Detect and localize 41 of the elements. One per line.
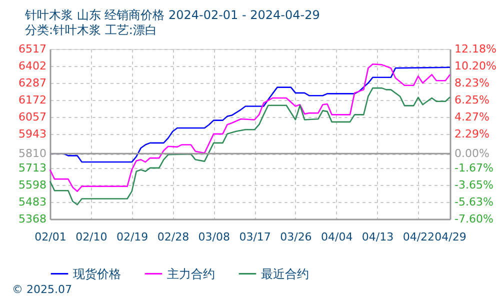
y-tick-label: 6287 <box>18 76 46 90</box>
line-series <box>49 63 451 192</box>
text: © 2025.07 <box>12 283 72 296</box>
y2-tick-label: -5.63% <box>454 196 494 209</box>
y2-tick-label: 0.00% <box>454 147 490 160</box>
legend-label: 最近合约 <box>261 266 309 281</box>
chart-subtitle: 分类:针叶木浆 工艺:漂白 <box>25 23 157 37</box>
x-tick-label: 04/22 <box>402 230 435 244</box>
y2-tick-label: -1.67% <box>454 162 494 175</box>
chart-title: 针叶木浆 山东 经销商价格 2024-02-01 - 2024-04-29 <box>24 8 320 22</box>
y-tick-label: 6517 <box>18 42 46 56</box>
x-tick-label: 03/17 <box>239 230 271 244</box>
x-tick-label: 02/28 <box>157 230 190 244</box>
y2-tick-label: 10.20% <box>454 60 496 73</box>
y-tick-label: 6057 <box>18 110 46 124</box>
x-tick-label: 02/10 <box>76 230 108 244</box>
y-tick-label: 6402 <box>18 60 46 73</box>
y-tick-label: 5810 <box>18 147 46 160</box>
x-tick-label: 03/26 <box>280 230 312 244</box>
y2-tick-label: 12.18% <box>454 42 496 56</box>
x-tick-label: 02/19 <box>116 230 148 244</box>
y2-tick-label: 6.25% <box>454 93 490 106</box>
y-tick-label: 5713 <box>18 161 46 174</box>
legend-label: 现货价格 <box>73 266 121 281</box>
x-tick-label: 03/08 <box>198 230 230 244</box>
y2-tick-label: -3.65% <box>454 178 494 192</box>
y2-tick-label: 2.29% <box>454 128 490 140</box>
line-series <box>49 87 451 206</box>
x-tick-label: 04/29 <box>434 230 466 244</box>
y-tick-label: 6172 <box>18 94 46 107</box>
y-tick-label: 5368 <box>18 212 46 226</box>
x-tick-label: 02/01 <box>34 230 66 244</box>
y-tick-label: 5598 <box>18 178 46 192</box>
y-tick-label: 5943 <box>18 127 46 140</box>
legend-label: 主力合约 <box>167 266 215 281</box>
y-tick-label: 5483 <box>18 195 46 208</box>
x-tick-label: 04/13 <box>362 230 394 244</box>
y2-tick-label: 4.27% <box>454 110 490 124</box>
y2-tick-label: 8.23% <box>454 76 490 90</box>
y2-tick-label: -7.60% <box>454 212 494 226</box>
x-tick-label: 04/04 <box>321 230 353 244</box>
